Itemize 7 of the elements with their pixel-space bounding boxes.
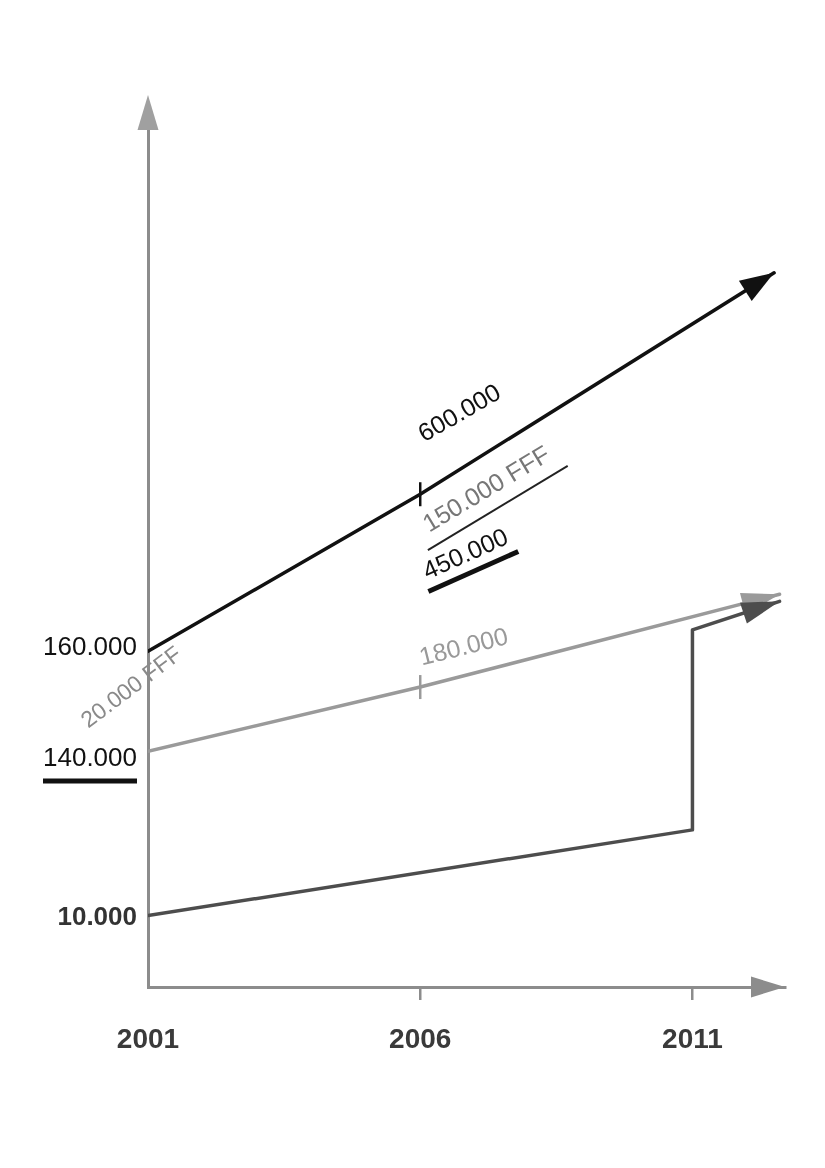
text: 140.000 — [43, 742, 137, 773]
x-tick-label: 2011 — [662, 1022, 723, 1054]
x-tick-label: 2006 — [389, 1022, 452, 1054]
text: 10.000 — [57, 901, 137, 932]
x-tick-label: 2001 — [116, 1022, 180, 1054]
annotation: 180.000 — [416, 621, 511, 671]
text: 160.000 — [43, 631, 137, 662]
